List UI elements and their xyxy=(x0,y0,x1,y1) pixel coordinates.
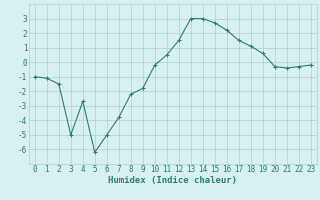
X-axis label: Humidex (Indice chaleur): Humidex (Indice chaleur) xyxy=(108,176,237,185)
